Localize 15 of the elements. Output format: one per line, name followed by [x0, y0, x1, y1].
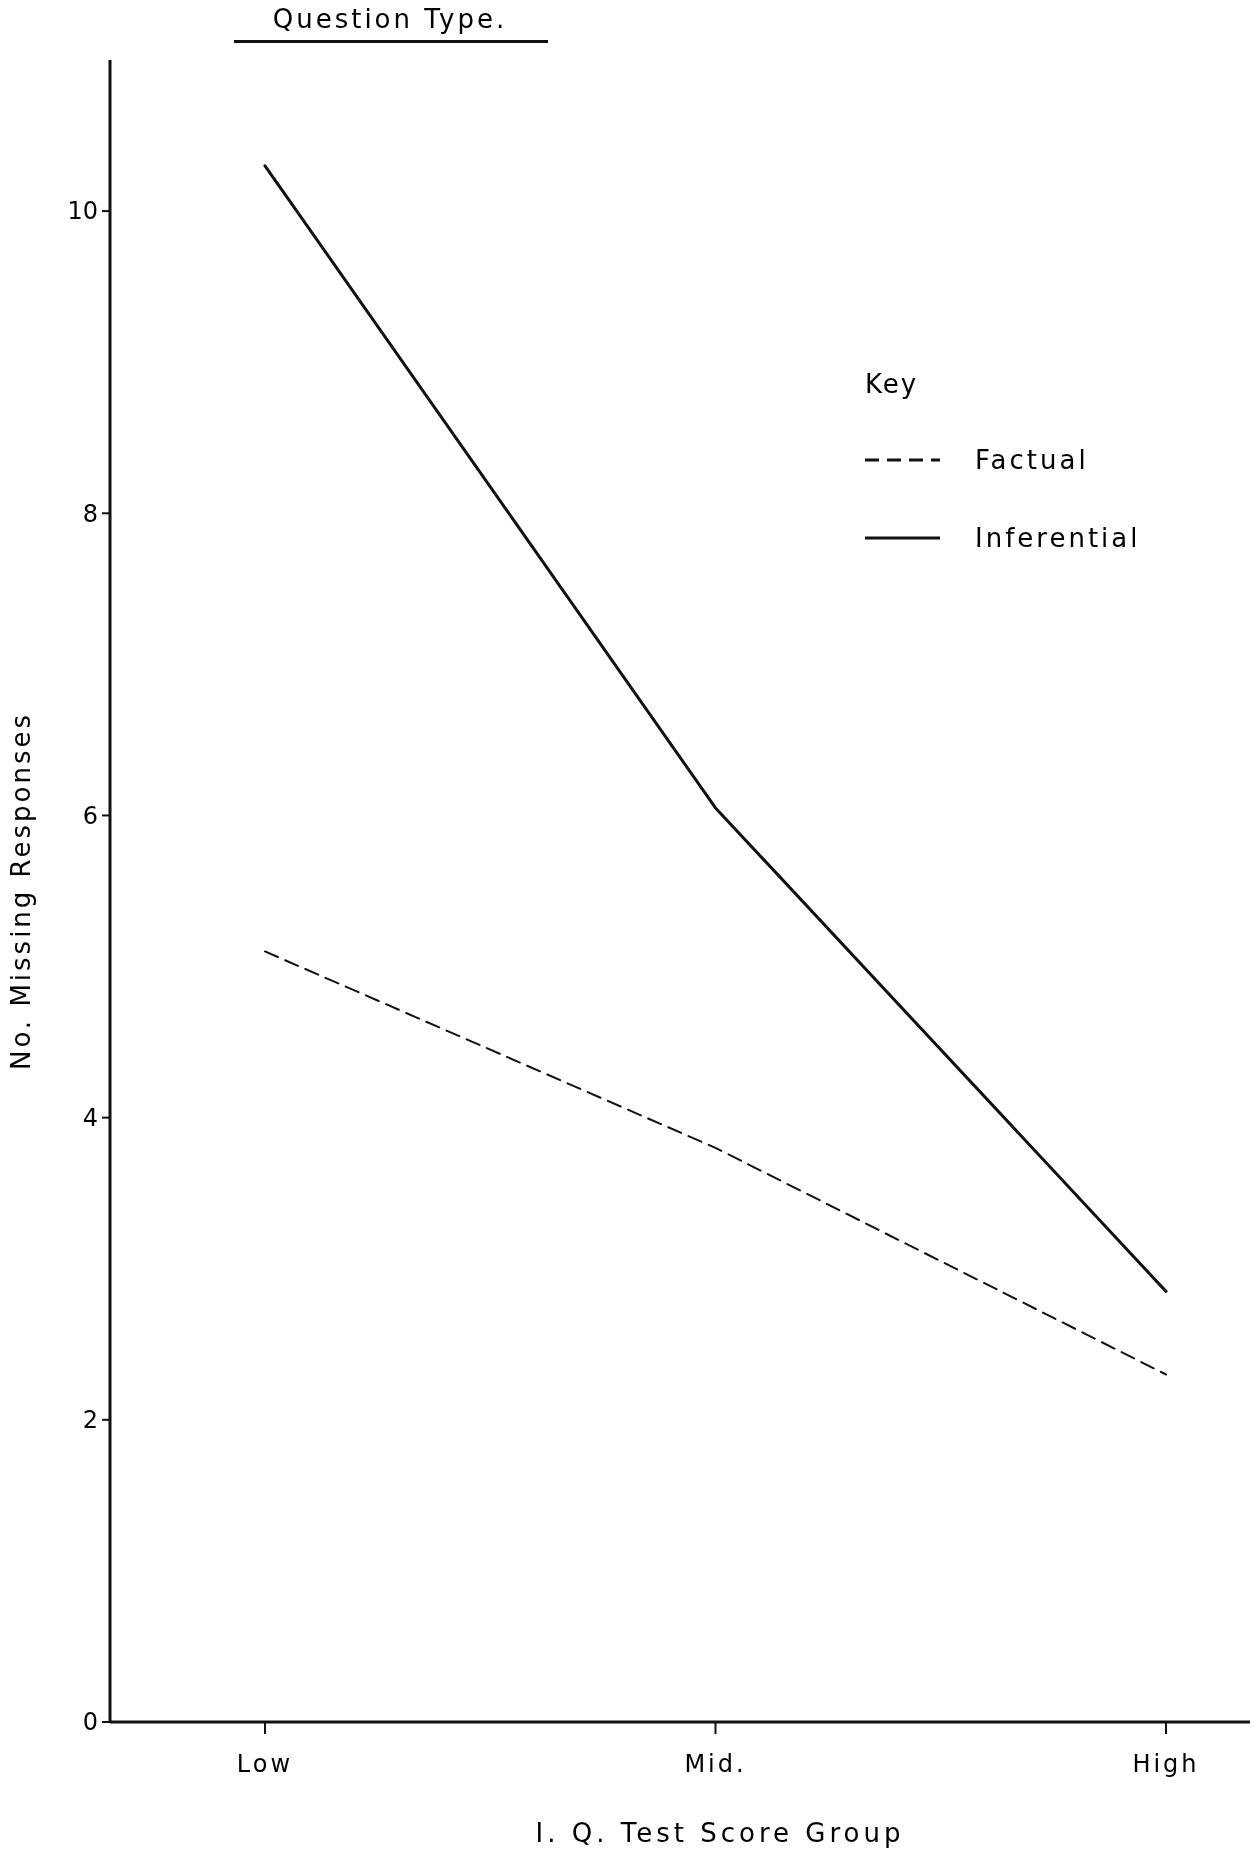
x-axis-title: I. Q. Test Score Group: [535, 1818, 905, 1848]
y-tick-label: 10: [67, 197, 98, 226]
y-tick-label: 4: [82, 1104, 98, 1133]
x-tick-label: High: [1132, 1750, 1200, 1778]
legend-label: Factual: [975, 445, 1089, 475]
x-tick-label: Low: [236, 1750, 294, 1778]
x-tick-label: Mid.: [684, 1750, 747, 1778]
y-tick-label: 0: [82, 1708, 98, 1737]
legend-label: Inferential: [975, 523, 1141, 553]
legend-title: Key: [865, 369, 919, 399]
y-tick-label: 2: [82, 1406, 98, 1435]
y-tick-label: 8: [82, 499, 98, 528]
y-axis-title: No. Missing Responses: [6, 711, 36, 1071]
chart-title: Question Type.: [272, 4, 508, 34]
y-tick-label: 6: [82, 801, 98, 830]
